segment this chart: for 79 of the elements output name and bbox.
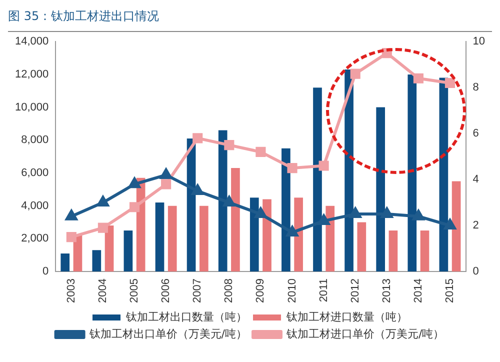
bar xyxy=(168,206,177,272)
x-tick-label: 2009 xyxy=(254,278,267,304)
legend-label: 钛加工材进口单价（万美元/吨） xyxy=(286,327,444,340)
point xyxy=(286,226,298,236)
point xyxy=(160,168,172,179)
y2-tick-label: 0 xyxy=(472,266,479,278)
point xyxy=(192,133,203,144)
y2-tick-label: 4 xyxy=(472,174,479,186)
point xyxy=(97,196,109,207)
y-tick-label: 8,000 xyxy=(21,134,49,146)
bar xyxy=(124,230,133,272)
point xyxy=(318,160,329,171)
bar xyxy=(155,202,164,272)
point xyxy=(444,219,456,230)
point xyxy=(350,208,362,218)
x-tick-label: 2013 xyxy=(380,278,393,304)
x-tick-label: 2010 xyxy=(286,278,298,304)
bar xyxy=(313,88,322,272)
point xyxy=(224,140,234,150)
bar xyxy=(420,230,430,272)
x-tick-label: 2011 xyxy=(318,278,330,302)
y2-tick-label: 8 xyxy=(472,82,479,94)
bar xyxy=(60,253,70,272)
point xyxy=(412,210,424,220)
bar xyxy=(104,226,114,272)
legend-label: 钛加工材出口数量（吨） xyxy=(125,310,247,324)
chart-title: 图 35：钛加工材进出口情况 xyxy=(8,8,492,32)
point xyxy=(128,178,140,188)
x-tick-label: 2005 xyxy=(128,278,141,304)
y-tick-label: 14,000 xyxy=(14,36,49,48)
legend-label: 钛加工材出口单价（万美元/吨） xyxy=(88,327,248,340)
bar xyxy=(92,250,102,272)
point xyxy=(66,232,76,242)
y-tick-label: 10,000 xyxy=(14,101,49,114)
bar xyxy=(262,199,272,272)
y2-tick-label: 10 xyxy=(472,36,486,48)
bar xyxy=(452,181,461,272)
bar xyxy=(200,206,208,272)
point xyxy=(318,214,330,225)
point xyxy=(413,73,424,84)
point xyxy=(223,196,235,207)
bar xyxy=(376,107,386,272)
point xyxy=(192,184,204,196)
x-tick-label: 2003 xyxy=(65,278,78,304)
y-tick-label: 6,000 xyxy=(21,167,49,180)
point xyxy=(254,208,267,218)
x-tick-label: 2006 xyxy=(160,278,172,304)
bar xyxy=(282,148,290,272)
bar xyxy=(231,168,240,272)
bar xyxy=(344,70,354,272)
point xyxy=(287,163,298,174)
point xyxy=(350,68,360,79)
y2-tick-label: 6 xyxy=(472,128,479,140)
y-tick-label: 12,000 xyxy=(14,68,49,80)
point xyxy=(161,179,172,190)
point xyxy=(381,208,393,218)
x-tick-label: 2004 xyxy=(96,278,109,304)
legend-label: 钛加工材进口数量（吨） xyxy=(286,310,408,324)
bar xyxy=(357,222,366,272)
point xyxy=(256,146,266,157)
point xyxy=(98,222,108,233)
y-tick-label: 0 xyxy=(42,266,49,278)
x-tick-label: 2008 xyxy=(223,278,236,304)
point xyxy=(66,210,78,220)
x-tick-label: 2015 xyxy=(444,278,456,304)
y-tick-label: 2,000 xyxy=(21,232,49,245)
y2-tick-label: 2 xyxy=(472,220,479,232)
x-tick-label: 2014 xyxy=(412,278,424,304)
point xyxy=(129,202,140,212)
bar xyxy=(250,198,259,272)
point xyxy=(444,78,456,88)
bar xyxy=(326,206,335,272)
y-tick-label: 4,000 xyxy=(21,200,49,212)
x-tick-label: 2012 xyxy=(349,278,362,304)
bar xyxy=(408,74,417,272)
x-tick-label: 2007 xyxy=(192,278,204,304)
bar xyxy=(388,230,398,272)
bar xyxy=(218,130,228,272)
bar xyxy=(294,198,303,272)
